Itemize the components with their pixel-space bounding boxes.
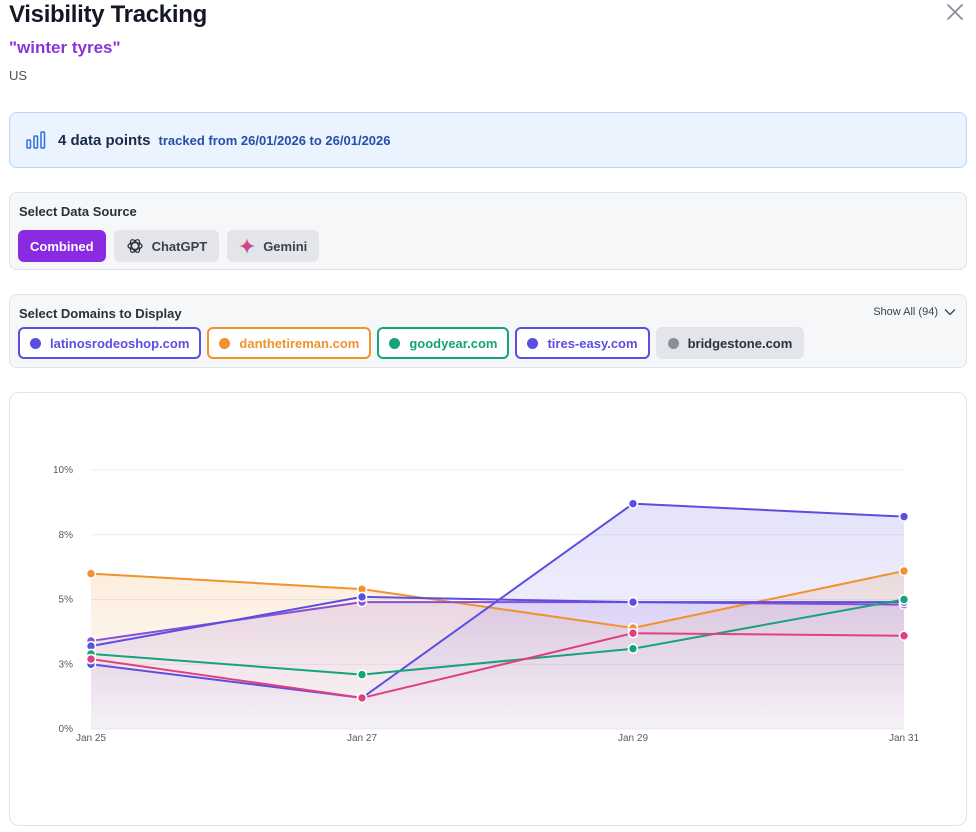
series-area [91, 503, 904, 729]
data-point [627, 498, 639, 509]
domain-chip-bridgestone[interactable]: bridgestone.com [655, 327, 805, 359]
source-gemini-label: Gemini [263, 238, 308, 254]
series-line [90, 502, 905, 699]
source-gemini-button[interactable]: Gemini [227, 230, 320, 262]
close-icon[interactable] [944, 1, 966, 23]
y-tick-label: 10% [53, 465, 73, 476]
data-point [356, 669, 368, 680]
chevron-down-icon [944, 309, 956, 316]
data-point [898, 565, 910, 577]
y-tick-label: 8% [59, 530, 74, 541]
domain-chip-danthetireman[interactable]: danthetireman.com [207, 327, 372, 359]
page-title: Visibility Tracking [9, 1, 207, 28]
domain-chip-goodyear[interactable]: goodyear.com [377, 327, 510, 359]
data-point [627, 627, 639, 639]
series-line [90, 595, 904, 648]
visibility-line-chart: 0% 3% 5% 8% 10% Jan 25 Jan 27 Jan 29 Jan 31 [53, 465, 919, 744]
chatgpt-icon [126, 239, 143, 253]
data-source-label: Select Data Source [19, 204, 137, 219]
domain-chip-latinosrodeoshop[interactable]: latinosrodeoshop.com [18, 327, 202, 359]
source-combined-label: Combined [30, 238, 94, 254]
gemini-icon [239, 238, 256, 254]
data-point [85, 653, 97, 665]
tracked-range: tracked from 26/01/2026 to 26/01/2026 [158, 132, 391, 148]
source-combined-button[interactable]: Combined [18, 230, 106, 262]
domain-chip-tires-easy[interactable]: tires-easy.com [515, 327, 650, 359]
show-all-toggle[interactable]: Show All (94) [873, 306, 956, 318]
data-point [898, 511, 910, 522]
source-chatgpt-button[interactable]: ChatGPT [113, 230, 220, 262]
visibility-chart: 0% 3% 5% 8% 10% Jan 25 Jan 27 Jan 29 Jan 31 [9, 392, 967, 826]
series-line [90, 632, 905, 699]
domain-color-dot [30, 337, 41, 349]
y-tick-label: 0% [59, 724, 74, 735]
data-points-count: 4 data points [58, 131, 151, 149]
data-point [627, 643, 639, 655]
data-point [356, 591, 368, 603]
series-line [90, 598, 905, 676]
domain-chip-label: bridgestone.com [687, 335, 793, 351]
data-point [898, 630, 910, 642]
series-line [90, 570, 905, 629]
x-tick-label: Jan 27 [347, 733, 377, 744]
data-point [627, 596, 639, 608]
domain-chip-label: danthetireman.com [239, 335, 360, 351]
x-tick-label: Jan 31 [889, 733, 919, 744]
data-point [85, 568, 97, 579]
domain-color-dot [219, 337, 231, 349]
data-source-panel: Select Data Source Combined ChatGPT [9, 192, 967, 270]
keyword-label: "winter tyres" [9, 38, 121, 57]
domain-color-dot [527, 337, 539, 349]
data-point [356, 692, 368, 704]
region-label: US [9, 68, 28, 83]
data-point [898, 594, 910, 605]
domain-chip-label: latinosrodeoshop.com [50, 335, 190, 351]
data-points-banner: 4 data points tracked from 26/01/2026 to… [9, 112, 967, 168]
domain-chip-label: tires-easy.com [547, 335, 638, 351]
show-all-label: Show All (94) [873, 306, 938, 318]
domain-color-dot [389, 337, 401, 349]
domains-panel: Select Domains to Display Show All (94) … [9, 294, 967, 368]
y-tick-label: 5% [59, 595, 74, 606]
domains-label: Select Domains to Display [19, 306, 182, 321]
domain-chip-label: goodyear.com [409, 335, 498, 351]
source-chatgpt-label: ChatGPT [151, 238, 208, 254]
x-tick-label: Jan 29 [618, 733, 648, 744]
x-tick-label: Jan 25 [76, 733, 106, 744]
bar-chart-icon [26, 131, 46, 149]
domain-color-dot [667, 337, 679, 349]
y-tick-label: 3% [59, 659, 74, 670]
